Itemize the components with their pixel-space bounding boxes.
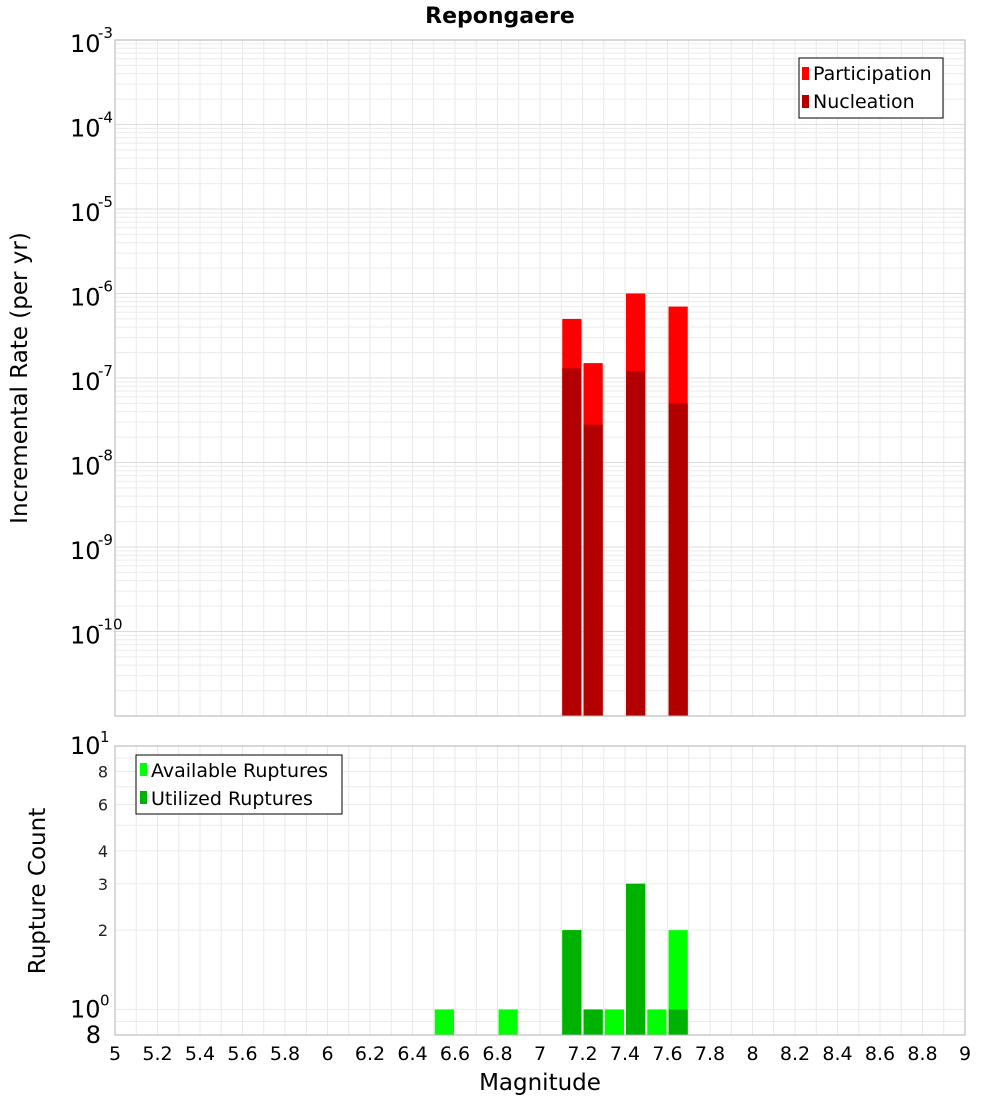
x-tick-label: 6.2 [355, 1043, 385, 1065]
bottom-utilized-ruptures-bar [562, 930, 582, 1035]
top-y-tick-exponent: -7 [98, 362, 113, 380]
x-tick-label: 8.6 [865, 1043, 895, 1065]
top-panel: Repongaere 10-1010-910-810-710-610-510-4… [7, 4, 966, 717]
bottom-utilized-ruptures-bar [668, 1009, 688, 1035]
legend-label-nucleation: Nucleation [813, 91, 915, 113]
x-tick-label: 8 [746, 1043, 758, 1065]
top-y-tick-label: 10 [70, 453, 101, 481]
x-axis-label: Magnitude [479, 1070, 601, 1096]
bottom-legend: Available Ruptures Utilized Ruptures [135, 754, 343, 815]
top-y-tick-exponent: -8 [98, 447, 113, 465]
bottom-y-tick-label: 4 [98, 842, 108, 861]
bottom-available-ruptures-bar [604, 1009, 624, 1035]
bottom-available-ruptures-bar [498, 1009, 518, 1035]
x-tick-label: 6.8 [482, 1043, 512, 1065]
x-tick-label: 8.8 [907, 1043, 937, 1065]
top-y-tick-exponent: -5 [98, 193, 113, 211]
top-nucleation-bar [626, 371, 646, 716]
bottom-available-ruptures-bar [668, 930, 688, 1035]
bottom-y-tick-label: 10 [70, 732, 101, 760]
top-bars [562, 293, 688, 716]
top-legend-box [798, 57, 944, 119]
x-tick-label: 6.6 [440, 1043, 470, 1065]
x-tick-label: 5.8 [270, 1043, 300, 1065]
top-y-tick-label: 10 [70, 115, 101, 143]
x-tick-label: 7.4 [610, 1043, 640, 1065]
bottom-available-ruptures-bar [434, 1009, 454, 1035]
top-y-tick-exponent: -10 [98, 616, 123, 634]
x-tick-label: 5.2 [142, 1043, 172, 1065]
top-y-tick-exponent: -3 [98, 24, 113, 42]
legend-label-available-ruptures: Available Ruptures [151, 760, 328, 782]
top-legend: Participation Nucleation [798, 57, 944, 119]
x-tick-label: 5 [109, 1043, 121, 1065]
bottom-utilized-ruptures-bar [583, 1009, 603, 1035]
bottom-plot-border [114, 745, 966, 1036]
bottom-available-ruptures-bar [647, 1009, 667, 1035]
top-y-tick-label: 10 [70, 368, 101, 396]
top-y-tick-label: 10 [70, 199, 101, 227]
legend-swatch-nucleation [802, 95, 809, 108]
x-tick-label: 7.2 [567, 1043, 597, 1065]
x-tick-label: 8.4 [822, 1043, 852, 1065]
bottom-bars [434, 883, 688, 1035]
x-tick-label: 6 [321, 1043, 333, 1065]
legend-swatch-available-ruptures [140, 763, 147, 776]
legend-swatch-utilized-ruptures [140, 791, 147, 804]
top-y-tick-label: 10 [70, 284, 101, 312]
legend-label-utilized-ruptures: Utilized Ruptures [151, 788, 313, 810]
x-tick-labels: 5 5.2 5.4 5.6 5.8 6 6.2 6.4 6.6 6.8 7 7.2 7.4 7.6 7.8 8… [109, 1043, 971, 1065]
bottom-y-tick-label: 10 [70, 995, 101, 1023]
x-tick-label: 5.4 [185, 1043, 215, 1065]
x-tick-label: 6.4 [397, 1043, 427, 1065]
top-nucleation-bar [668, 403, 688, 716]
x-tick-label: 9 [959, 1043, 971, 1065]
bottom-utilized-ruptures-bar [626, 883, 646, 1035]
top-y-tick-label: 10 [70, 30, 101, 58]
bottom-y-tick-label: 3 [98, 875, 108, 894]
top-y-tick-exponent: -4 [98, 109, 113, 127]
bottom-y-tick-label: 6 [98, 795, 108, 814]
x-tick-label: 8.2 [780, 1043, 810, 1065]
top-nucleation-bar [562, 368, 582, 716]
bottom-y-tick-exponent: 1 [100, 728, 110, 746]
top-nucleation-bar [583, 424, 603, 716]
bottom-y-tick-label: 8 [98, 763, 108, 782]
chart-title: Repongaere [425, 4, 575, 29]
top-gridlines [114, 40, 966, 717]
x-tick-label: 7 [534, 1043, 546, 1065]
bottom-legend-box [135, 754, 343, 815]
x-tick-label: 7.6 [652, 1043, 682, 1065]
bottom-y-tick-label: 8 [86, 1021, 101, 1049]
legend-swatch-participation [802, 67, 809, 80]
top-plot-border [114, 39, 966, 717]
bottom-y-tick-exponent: 0 [100, 991, 110, 1009]
bottom-y-tick-label: 2 [98, 921, 108, 940]
top-y-axis-label: Incremental Rate (per yr) [7, 232, 33, 524]
top-y-tick-exponent: -6 [98, 278, 113, 296]
top-y-tick-label: 10 [70, 537, 101, 565]
top-y-tick-exponent: -9 [98, 531, 113, 549]
legend-label-participation: Participation [813, 63, 932, 85]
x-tick-label: 5.6 [227, 1043, 257, 1065]
x-tick-label: 7.8 [695, 1043, 725, 1065]
bottom-y-axis-label: Rupture Count [25, 808, 51, 974]
top-y-tick-label: 10 [70, 622, 101, 650]
